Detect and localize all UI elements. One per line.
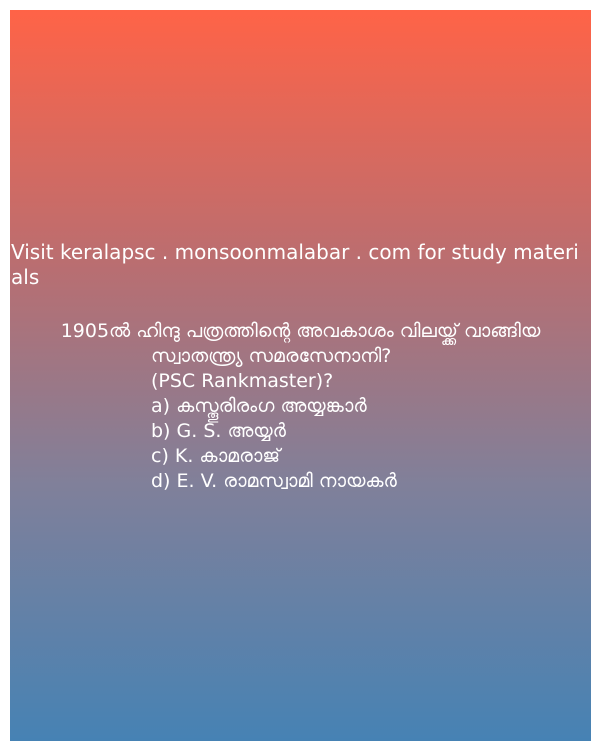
option-d: d) E. V. രാമസ്വാമി നായകർ <box>151 470 397 492</box>
question-source: (PSC Rankmaster)? <box>151 370 334 392</box>
option-c: c) K. കാമരാജ് <box>151 445 281 467</box>
question-block: 1905ൽ ഹിന്ദു പത്രത്തിന്റെ അവകാശം വിലയ്ക്… <box>10 319 591 494</box>
question-text-line2: സ്വാതന്ത്ര്യ സമരസേനാനി? <box>151 345 392 367</box>
question-card: Visit keralapsc . monsoonmalabar . com f… <box>10 10 591 741</box>
option-a: a) കസ്തൂരിരംഗ അയ്യങ്കാർ <box>151 395 367 417</box>
question-body: സ്വാതന്ത്ര്യ സമരസേനാനി? (PSC Rankmaster)… <box>151 344 591 494</box>
option-b: b) G. S. അയ്യർ <box>151 420 286 442</box>
question-text-line1: 1905ൽ ഹിന്ദു പത്രത്തിന്റെ അവകാശം വിലയ്ക്… <box>60 320 541 342</box>
promo-text: Visit keralapsc . monsoonmalabar . com f… <box>11 240 579 289</box>
